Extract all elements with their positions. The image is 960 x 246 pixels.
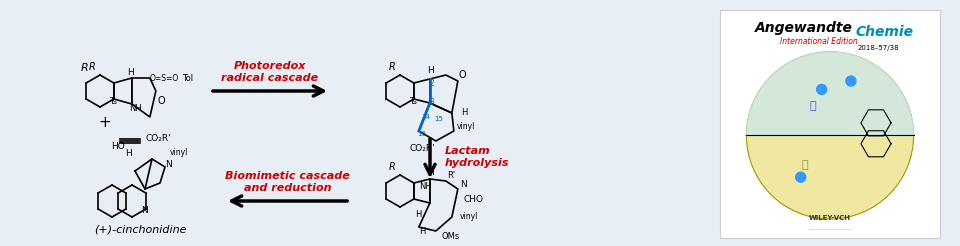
Text: Ts: Ts xyxy=(108,97,117,106)
Text: N: N xyxy=(164,160,172,169)
Text: vinyl: vinyl xyxy=(170,148,188,157)
Text: ________________: ________________ xyxy=(808,226,852,231)
Text: H: H xyxy=(461,108,468,117)
Text: R: R xyxy=(82,63,89,73)
Polygon shape xyxy=(747,52,914,135)
Text: WILEY-VCH: WILEY-VCH xyxy=(809,215,851,221)
Text: (+)-cinchonidine: (+)-cinchonidine xyxy=(94,225,186,235)
Circle shape xyxy=(796,172,805,182)
Bar xyxy=(720,10,940,238)
Text: CHO: CHO xyxy=(464,195,484,204)
Text: vinyl: vinyl xyxy=(460,212,478,221)
Text: NH: NH xyxy=(130,104,142,113)
Text: OMs: OMs xyxy=(442,232,460,241)
Text: NH: NH xyxy=(420,182,432,191)
Text: H: H xyxy=(419,227,425,236)
Circle shape xyxy=(747,52,914,219)
Text: ⚽: ⚽ xyxy=(802,160,808,170)
Text: CO₂R': CO₂R' xyxy=(409,144,435,153)
Bar xyxy=(0,0,715,246)
Text: R: R xyxy=(389,162,396,172)
Circle shape xyxy=(846,76,856,86)
Text: Chemie: Chemie xyxy=(856,25,914,39)
Text: O=S=O: O=S=O xyxy=(149,74,179,83)
Text: R: R xyxy=(389,62,396,72)
Text: Photoredox: Photoredox xyxy=(234,61,306,71)
Text: N: N xyxy=(140,206,148,215)
Text: 2018–57/38: 2018–57/38 xyxy=(857,45,900,51)
Text: and reduction: and reduction xyxy=(244,183,331,193)
Text: CO₂R': CO₂R' xyxy=(145,134,171,143)
Text: 2: 2 xyxy=(429,79,434,88)
Text: H: H xyxy=(128,68,134,77)
Text: Lactam: Lactam xyxy=(445,145,491,155)
Text: H: H xyxy=(427,66,434,75)
Circle shape xyxy=(817,84,827,94)
Text: radical cascade: radical cascade xyxy=(222,73,319,83)
Text: 14: 14 xyxy=(421,114,430,120)
Text: +: + xyxy=(99,115,111,130)
Text: 16: 16 xyxy=(418,131,426,137)
Text: H: H xyxy=(427,168,434,177)
Text: N: N xyxy=(461,180,468,189)
Text: O: O xyxy=(157,96,165,106)
Text: H: H xyxy=(125,149,132,158)
Text: International Edition: International Edition xyxy=(780,37,858,46)
Text: R': R' xyxy=(446,171,455,180)
Text: Tol: Tol xyxy=(181,74,193,83)
Text: H: H xyxy=(415,210,421,219)
Text: O: O xyxy=(458,70,466,80)
Text: Angewandte: Angewandte xyxy=(755,21,852,35)
Text: vinyl: vinyl xyxy=(457,122,475,131)
Text: ⚾: ⚾ xyxy=(810,101,817,111)
Text: 15: 15 xyxy=(435,116,444,122)
Text: HO: HO xyxy=(111,142,125,151)
Text: 3: 3 xyxy=(429,98,434,107)
Text: Ts: Ts xyxy=(409,97,417,106)
Text: R: R xyxy=(88,62,95,72)
Text: Biomimetic cascade: Biomimetic cascade xyxy=(226,171,349,181)
Text: hydrolysis: hydrolysis xyxy=(445,157,510,168)
